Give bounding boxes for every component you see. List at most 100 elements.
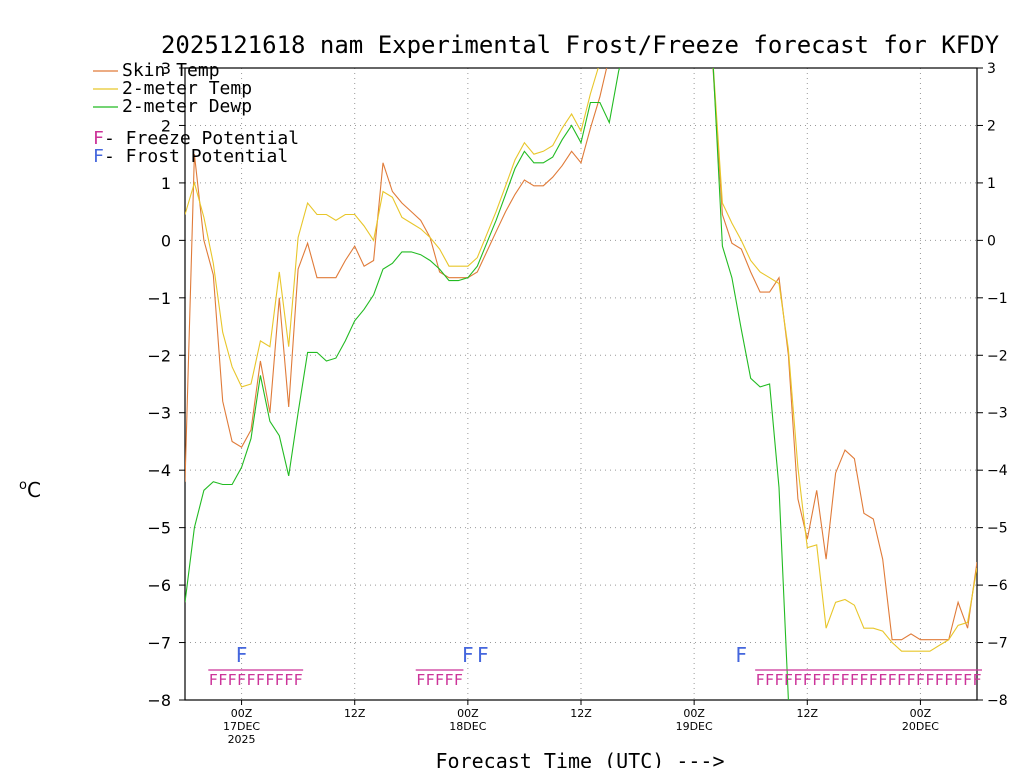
frost-mark: F: [236, 643, 248, 667]
freeze-mark: F: [209, 671, 218, 689]
y-tick-label-left: 2: [161, 116, 171, 135]
grid: [185, 68, 977, 700]
frost-mark: F: [477, 643, 489, 667]
freeze-mark: F: [925, 671, 934, 689]
freeze-mark: F: [793, 671, 802, 689]
freeze-mark: F: [275, 671, 284, 689]
series-line-skin-temp: [185, 68, 977, 641]
freeze-mark: F: [944, 671, 953, 689]
frost-mark: F: [736, 643, 748, 667]
y-axis-label: oC: [19, 478, 41, 502]
x-tick-label: 00Z: [231, 707, 253, 720]
freeze-mark: F: [246, 671, 255, 689]
freeze-mark: F: [840, 671, 849, 689]
y-tick-label-right: −3: [987, 406, 1008, 422]
frost-mark: F: [462, 643, 474, 667]
x-tick-date: 18DEC: [449, 720, 486, 733]
freeze-mark: F: [972, 671, 981, 689]
x-tick-year: 2025: [228, 733, 256, 746]
legend-label: Skin Temp: [122, 60, 220, 81]
y-tick-label-right: −5: [987, 521, 1008, 537]
x-tick-label: 00Z: [457, 707, 479, 720]
y-tick-label-left: −4: [147, 461, 171, 480]
freeze-mark: F: [850, 671, 859, 689]
freeze-mark: F: [284, 671, 293, 689]
y-tick-label-left: 1: [161, 174, 171, 193]
freeze-mark: F: [784, 671, 793, 689]
y-tick-label-left: −2: [147, 346, 171, 365]
freeze-mark: F: [906, 671, 915, 689]
x-tick-label: 00Z: [683, 707, 705, 720]
freeze-mark: F: [774, 671, 783, 689]
y-axis: −8 −8 −7 −7 −6 −6 −5 −5 −4 −4 −3 −3 −2 −2 −1 −1 0 0 1 1 2 2 3 3: [147, 59, 1007, 710]
y-axis-label-super: o: [19, 478, 27, 493]
series-group: [185, 68, 977, 700]
freeze-mark: F: [435, 671, 444, 689]
y-tick-label-left: −1: [147, 289, 171, 308]
freeze-mark: F: [237, 671, 246, 689]
freeze-mark: F: [963, 671, 972, 689]
x-tick-label: 12Z: [344, 707, 366, 720]
freeze-mark: F: [812, 671, 821, 689]
x-tick-date: 17DEC: [223, 720, 260, 733]
potential-legend-letter: F: [93, 128, 104, 149]
x-tick-label: 12Z: [797, 707, 819, 720]
y-tick-label-left: −6: [147, 576, 171, 595]
freeze-mark: F: [916, 671, 925, 689]
freeze-mark: F: [803, 671, 812, 689]
y-tick-label-left: −8: [147, 691, 171, 710]
y-tick-label-right: −8: [987, 693, 1008, 709]
freeze-mark: F: [256, 671, 265, 689]
y-tick-label-right: −7: [987, 636, 1008, 652]
freeze-mark: F: [454, 671, 463, 689]
potential-legend-text: - Frost Potential: [104, 146, 288, 167]
chart-title: 2025121618 nam Experimental Frost/Freeze…: [161, 31, 1000, 59]
freeze-mark: F: [756, 671, 765, 689]
freeze-mark: F: [859, 671, 868, 689]
freeze-mark: F: [426, 671, 435, 689]
potential-marks: F F F F F F F F F F F F F F F F F F F F F F F F F F F F F F F F F F F F F F FF…: [208, 643, 982, 689]
freeze-mark: F: [765, 671, 774, 689]
freeze-mark: F: [822, 671, 831, 689]
freeze-mark: F: [954, 671, 963, 689]
y-tick-label-right: −4: [987, 463, 1008, 479]
freeze-mark: F: [228, 671, 237, 689]
potential-legend-letter: F: [93, 146, 104, 167]
y-tick-label-right: 2: [987, 118, 996, 134]
series-line-2-meter-temp: [185, 68, 977, 652]
legend-label: 2-meter Dewp: [122, 96, 252, 117]
legend-label: 2-meter Temp: [122, 78, 252, 99]
freeze-mark: F: [897, 671, 906, 689]
y-axis-label-unit: C: [27, 478, 41, 502]
y-tick-label-right: −6: [987, 578, 1008, 594]
y-tick-label-left: 0: [161, 231, 171, 250]
freeze-mark: F: [294, 671, 303, 689]
y-tick-label-right: −2: [987, 348, 1008, 364]
freeze-mark: F: [265, 671, 274, 689]
y-tick-label-left: −5: [147, 519, 171, 538]
x-tick-label: 00Z: [910, 707, 932, 720]
y-tick-label-left: 3: [161, 59, 171, 78]
freeze-mark: F: [416, 671, 425, 689]
y-tick-label-right: 3: [987, 61, 996, 77]
freeze-mark: F: [878, 671, 887, 689]
freeze-mark: F: [444, 671, 453, 689]
y-tick-label-right: 0: [987, 233, 996, 249]
series-line-2-meter-dewp: [185, 68, 789, 700]
freeze-mark: F: [831, 671, 840, 689]
y-tick-label-right: −1: [987, 291, 1008, 307]
freeze-mark: F: [218, 671, 227, 689]
potential-legend-text: - Freeze Potential: [104, 128, 299, 149]
x-axis-label: Forecast Time (UTC) --->: [436, 749, 725, 768]
y-tick-label-right: 1: [987, 176, 996, 192]
freeze-mark: F: [888, 671, 897, 689]
y-tick-label-left: −3: [147, 404, 171, 423]
y-tick-label-left: −7: [147, 634, 171, 653]
x-tick-date: 19DEC: [676, 720, 713, 733]
x-tick-label: 12Z: [570, 707, 592, 720]
x-tick-date: 20DEC: [902, 720, 939, 733]
freeze-mark: F: [869, 671, 878, 689]
